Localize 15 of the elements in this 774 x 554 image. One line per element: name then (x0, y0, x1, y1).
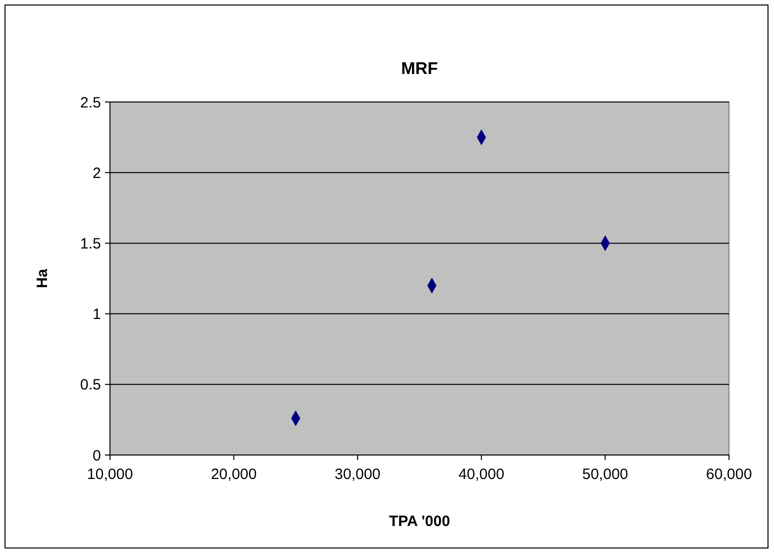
x-axis-title: TPA '000 (388, 513, 450, 530)
x-tick-label: 20,000 (210, 466, 257, 483)
x-tick-label: 50,000 (582, 466, 628, 483)
x-tick-label: 40,000 (458, 466, 504, 483)
chart-title: MRF (401, 59, 438, 78)
x-tick-label: 60,000 (706, 466, 752, 483)
y-tick-label: 0.5 (80, 376, 101, 394)
y-tick-label: 1.5 (80, 235, 101, 252)
y-axis-title: Ha (34, 268, 51, 288)
x-tick-label: 30,000 (334, 466, 381, 483)
y-tick-label: 2.5 (80, 94, 101, 112)
y-tick-label: 1 (92, 306, 101, 324)
y-tick-label: 2 (92, 164, 101, 182)
y-tick-label: 0 (92, 447, 101, 464)
x-tick-label: 10,000 (87, 466, 133, 483)
